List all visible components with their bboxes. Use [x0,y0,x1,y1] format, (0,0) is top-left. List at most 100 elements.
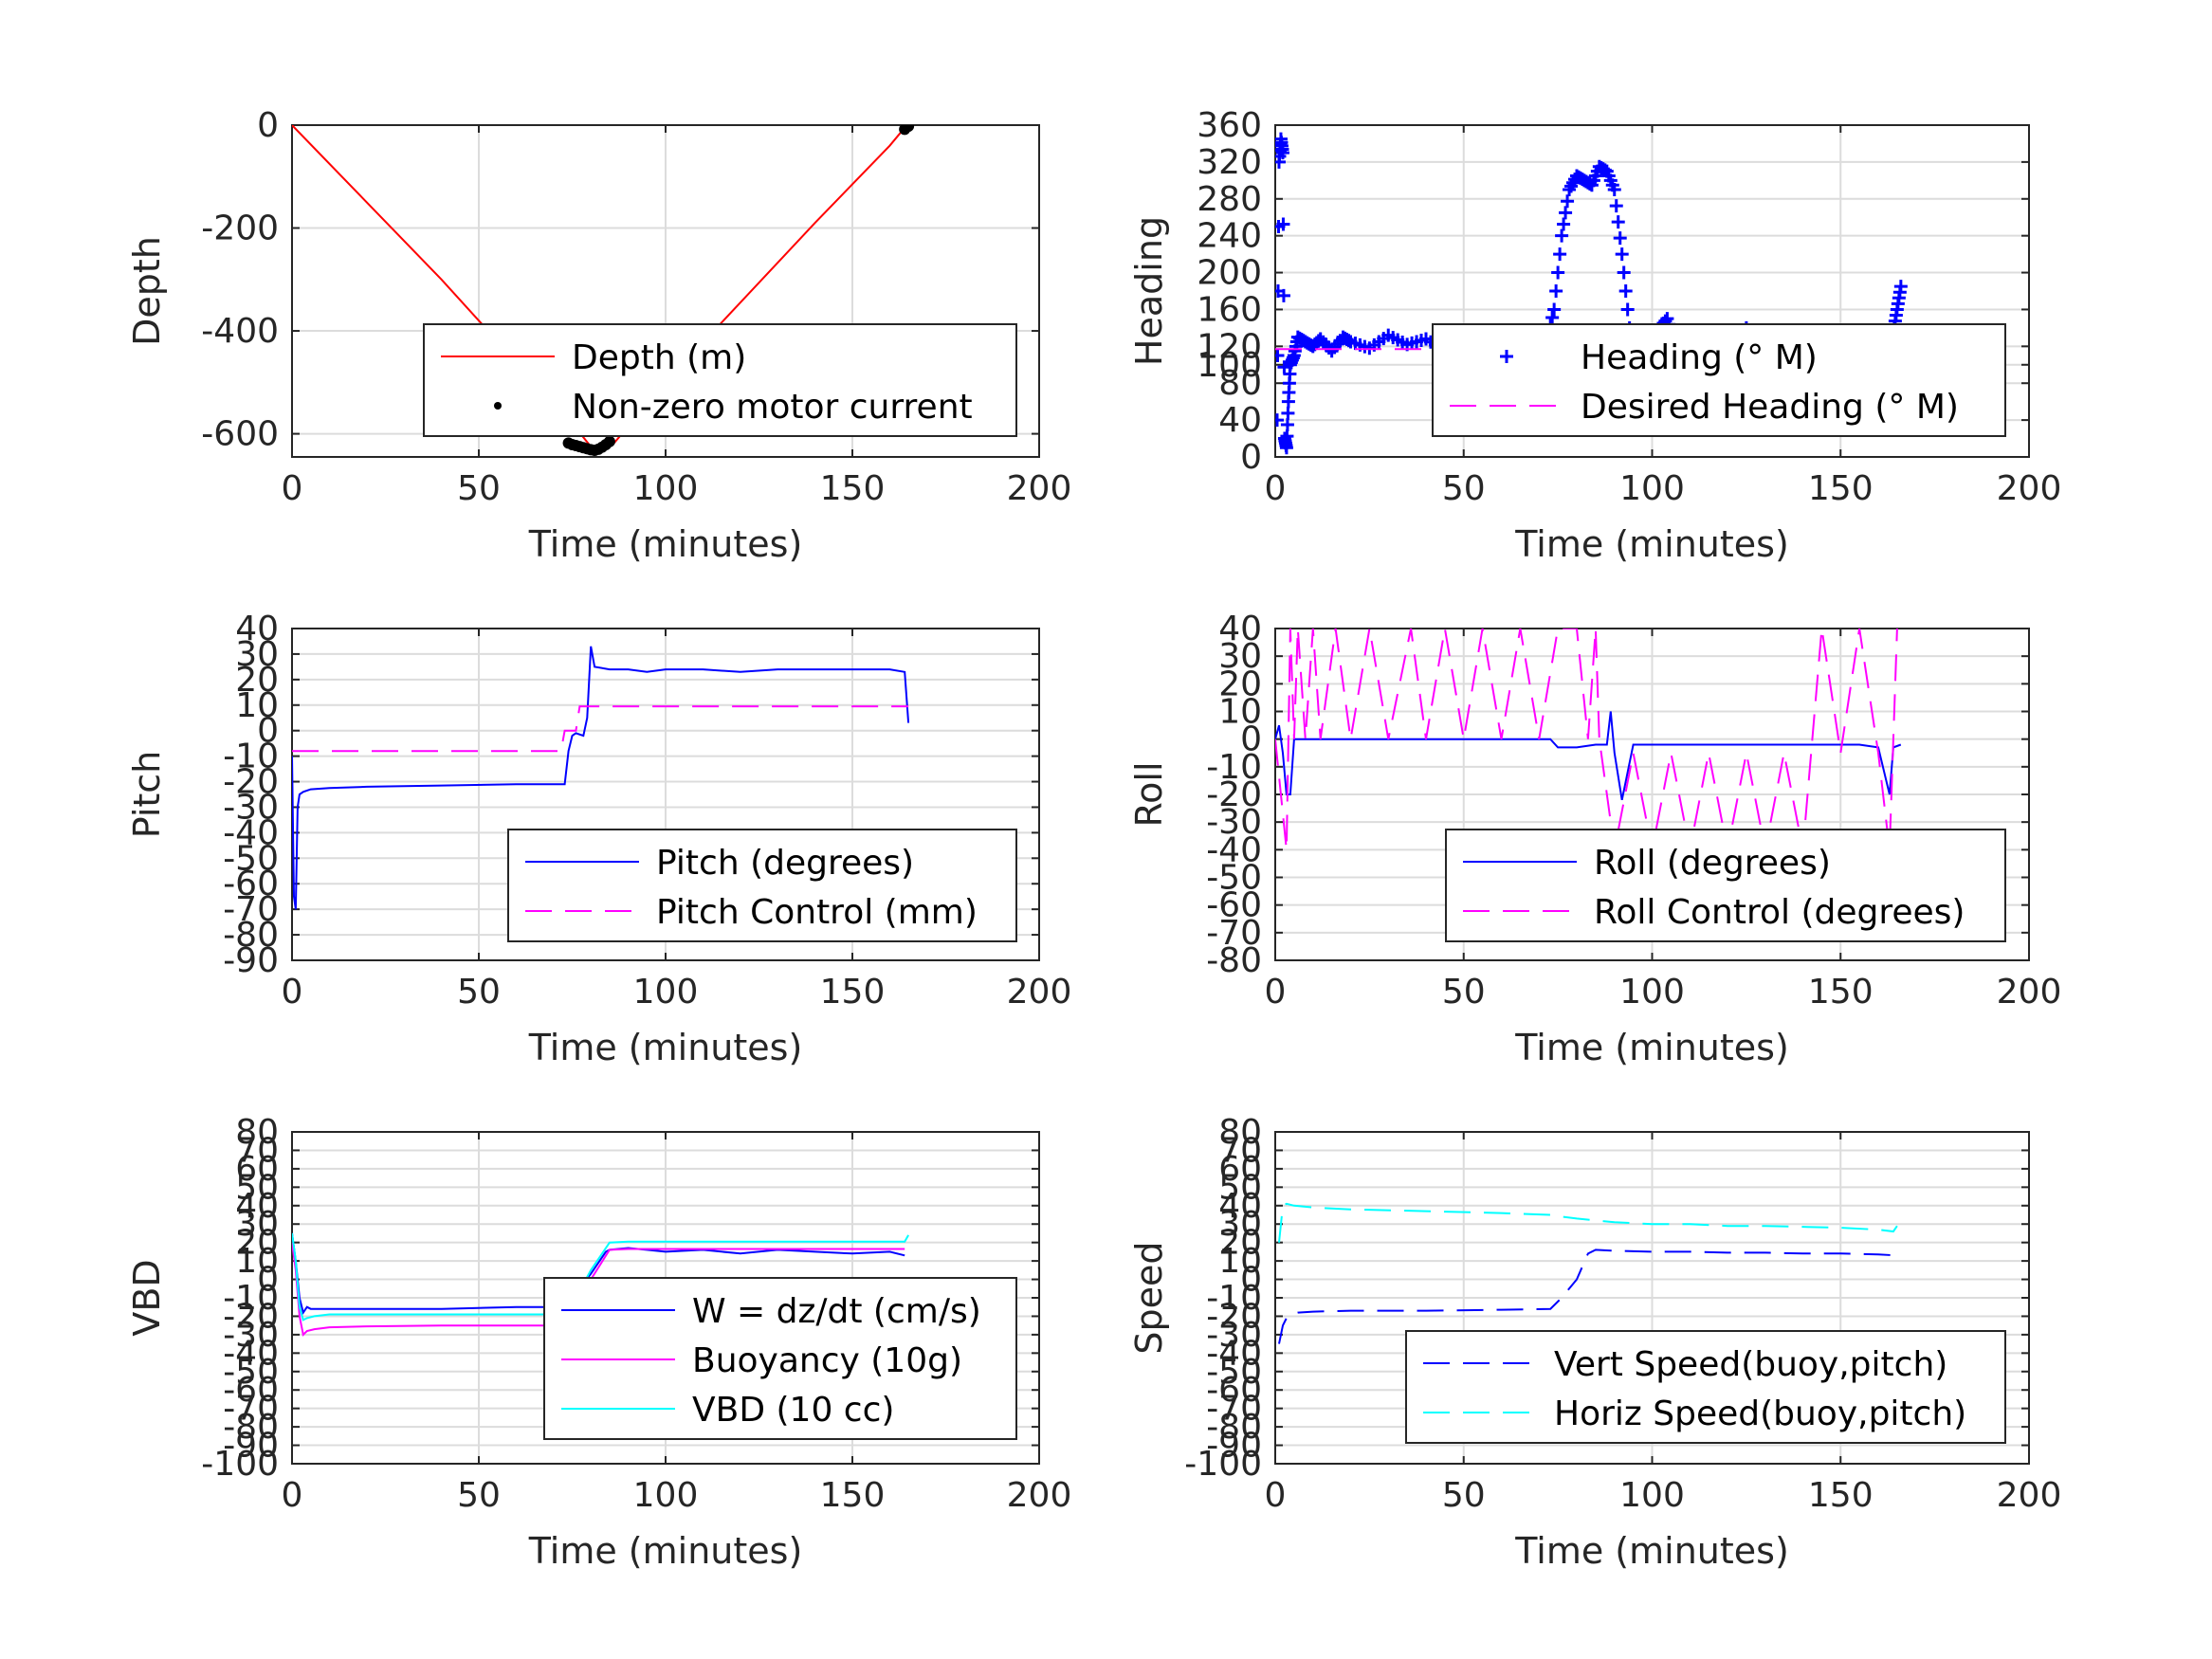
x-tick-label: 100 [1619,469,1685,508]
y-tick-label: -80 [223,1408,279,1447]
y-tick-label: 10 [1218,693,1262,732]
data-point [1617,265,1631,280]
data-point [1555,228,1569,243]
y-tick-label: -10 [223,1279,279,1318]
y-tick-label: 10 [1218,1242,1262,1281]
data-point [1275,146,1289,160]
x-tick-label: 200 [1007,1476,1072,1515]
x-tick-label: 100 [633,973,699,1012]
y-tick-label: -80 [1206,941,1262,980]
data-point [1276,288,1290,302]
y-tick-label: -30 [223,1316,279,1355]
data-point [1553,247,1567,262]
y-tick-label: -20 [1206,775,1262,814]
x-axis-label: Time (minutes) [1514,1027,1789,1068]
y-tick-label: 280 [1197,180,1262,219]
y-tick-label: 0 [1240,1261,1262,1300]
legend-swatch [494,402,502,410]
series-line [292,646,910,910]
y-tick-label: -100 [1184,1445,1262,1484]
y-tick-label: -60 [1206,886,1262,925]
y-tick-label: 320 [1197,143,1262,182]
x-tick-label: 100 [1619,973,1685,1012]
y-tick-label: 80 [1218,364,1262,403]
data-point [1620,302,1635,317]
y-tick-label: -50 [223,839,279,878]
subplot-speed: 0 50 100 150 200-100-90-80-70-60-50-40-30-20… [1128,1113,2061,1572]
series-line [1275,711,1902,800]
y-axis-label: Pitch [126,751,168,839]
x-tick-label: 150 [1808,469,1874,508]
legend: Roll (degrees) Roll Control (degrees) [1445,829,2006,942]
y-tick-label: 50 [1218,1168,1262,1207]
y-tick-label: -50 [223,1353,279,1392]
data-point [1615,247,1629,262]
y-tick-label: -40 [223,813,279,852]
y-tick-label: 30 [1218,637,1262,676]
data-point [603,435,615,447]
x-axis-label: Time (minutes) [528,1530,803,1572]
legend: Depth (m) Non-zero motor current [423,323,1017,437]
y-tick-label: 40 [1218,401,1262,440]
y-tick-label: 40 [1218,610,1262,648]
y-tick-label: -70 [1206,914,1262,953]
data-point [1607,183,1621,197]
y-tick-label: 20 [1218,665,1262,703]
data-point [1559,206,1573,220]
y-tick-label: -90 [223,941,279,980]
y-tick-label: -40 [1206,1334,1262,1373]
y-tick-label: 40 [1218,1187,1262,1226]
data-point [1551,265,1565,280]
data-point [1613,231,1627,246]
x-tick-label: 0 [1265,469,1287,508]
subplot-vbd: 0 50 100 150 200-100-90-80-70-60-50-40-30-20… [126,1113,1071,1572]
data-point [1547,302,1562,317]
y-tick-label: -10 [1206,748,1262,787]
legend-swatch [1500,350,1513,363]
y-tick-label: 20 [1218,1224,1262,1263]
legend: W = dz/dt (cm/s) Buoyancy (10g) VBD (10 cc… [543,1277,1017,1440]
data-point [1609,199,1623,213]
x-tick-label: 200 [1997,973,2062,1012]
y-tick-label: 50 [235,1168,279,1207]
y-tick-label: -80 [223,916,279,955]
y-axis-label: VBD [126,1259,168,1336]
y-tick-label: -200 [201,210,279,248]
y-tick-label: 360 [1197,106,1262,145]
y-tick-label: -600 [201,415,279,454]
y-tick-label: -40 [1206,830,1262,869]
data-point [1281,406,1295,420]
x-tick-label: 50 [457,469,501,508]
legend-label: Horiz Speed(buoy,pitch) [1554,1395,1966,1433]
legend-label: Heading (° M) [1581,338,1818,377]
legend-label: Pitch (degrees) [656,844,914,883]
y-tick-label: 0 [257,712,279,751]
plot-area [292,125,915,456]
legend-box [423,323,1017,437]
plot-area [1278,1202,1898,1344]
legend-label: W = dz/dt (cm/s) [692,1292,981,1331]
data-point [1277,360,1291,374]
y-tick-label: 80 [235,1113,279,1152]
y-tick-label: -60 [1206,1371,1262,1410]
y-axis-label: Speed [1128,1241,1170,1354]
x-tick-label: 0 [282,1476,303,1515]
legend: Heading (° M) Desired Heading (° M) [1432,323,2006,437]
y-tick-label: -70 [1206,1390,1262,1429]
subplot-heading: 0 50 100 150 2000408010012016020024028032036… [1128,106,2061,565]
data-point [1549,284,1563,298]
y-tick-label: -50 [1206,1353,1262,1392]
x-tick-label: 50 [1442,1476,1486,1515]
y-tick-label: -20 [223,1297,279,1336]
y-tick-label: 100 [1197,346,1262,385]
legend-label: Pitch Control (mm) [656,893,978,932]
legend-label: VBD (10 cc) [692,1391,894,1430]
y-tick-label: -60 [223,865,279,903]
y-tick-label: 0 [1240,438,1262,477]
x-tick-label: 150 [820,469,886,508]
subplot-depth: 0 50 100 150 200 -600 -400 -200 0 Time (minutes) D… [126,106,1071,565]
data-point [1276,217,1290,231]
x-tick-label: 50 [457,1476,501,1515]
y-tick-label: 0 [1240,720,1262,759]
x-tick-label: 50 [1442,469,1486,508]
